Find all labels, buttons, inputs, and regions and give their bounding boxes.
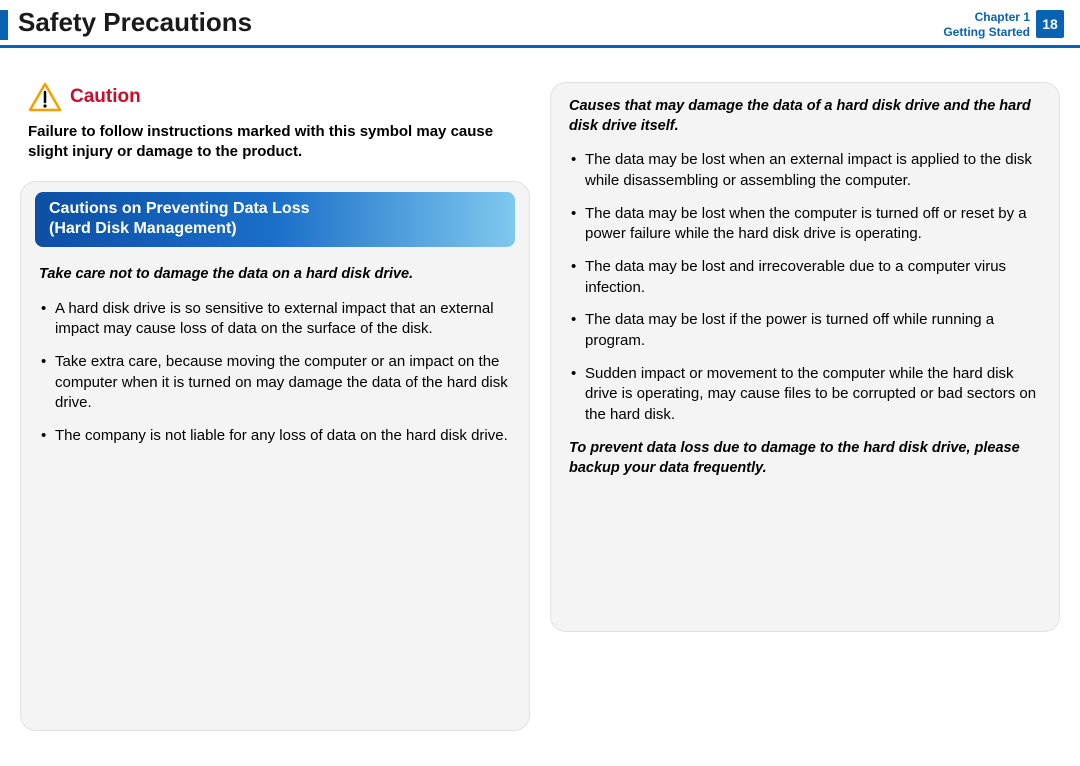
right-bullet-list: The data may be lost when an external im… xyxy=(565,150,1045,426)
page-title: Safety Precautions xyxy=(18,8,943,37)
chapter-info: Chapter 1 Getting Started xyxy=(943,10,1030,40)
caution-triangle-icon xyxy=(28,82,62,112)
page-number-badge: 18 xyxy=(1036,10,1064,38)
content-area: Caution Failure to follow instructions m… xyxy=(0,48,1080,741)
right-panel: Causes that may damage the data of a har… xyxy=(550,82,1060,632)
left-column: Caution Failure to follow instructions m… xyxy=(20,82,530,731)
list-item: The company is not liable for any loss o… xyxy=(39,426,511,447)
caution-label: Caution xyxy=(70,86,141,108)
list-item: The data may be lost if the power is tur… xyxy=(569,310,1041,351)
closing-note: To prevent data loss due to damage to th… xyxy=(569,438,1041,479)
list-item: The data may be lost when the computer i… xyxy=(569,204,1041,245)
left-panel: Cautions on Preventing Data Loss (Hard D… xyxy=(20,181,530,731)
list-item: A hard disk drive is so sensitive to ext… xyxy=(39,299,511,340)
section-title-line2: (Hard Disk Management) xyxy=(49,220,237,237)
list-item: The data may be lost when an external im… xyxy=(569,150,1041,191)
chapter-line-1: Chapter 1 xyxy=(943,10,1030,25)
list-item: The data may be lost and irrecoverable d… xyxy=(569,257,1041,298)
right-subhead: Causes that may damage the data of a har… xyxy=(569,97,1041,136)
caution-subtext: Failure to follow instructions marked wi… xyxy=(28,122,522,163)
left-subhead: Take care not to damage the data on a ha… xyxy=(39,265,511,285)
section-title-line1: Cautions on Preventing Data Loss xyxy=(49,200,309,217)
list-item: Sudden impact or movement to the compute… xyxy=(569,364,1041,426)
list-item: Take extra care, because moving the comp… xyxy=(39,352,511,414)
section-title-bar: Cautions on Preventing Data Loss (Hard D… xyxy=(35,192,515,248)
left-bullet-list: A hard disk drive is so sensitive to ext… xyxy=(35,299,515,447)
title-accent-bar xyxy=(0,10,8,40)
right-column: Causes that may damage the data of a har… xyxy=(550,82,1060,731)
caution-header: Caution xyxy=(28,82,530,112)
chapter-line-2: Getting Started xyxy=(943,25,1030,40)
page-header: Safety Precautions Chapter 1 Getting Sta… xyxy=(0,0,1080,48)
